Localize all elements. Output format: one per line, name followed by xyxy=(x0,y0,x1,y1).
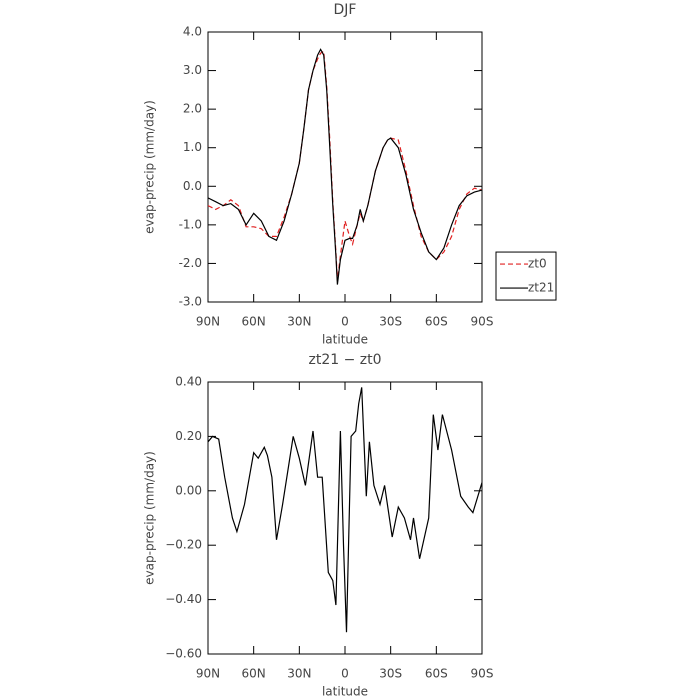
y-tick-label: -3.0 xyxy=(179,295,202,309)
y-tick-label: 0.0 xyxy=(183,179,202,193)
x-tick-label: 90S xyxy=(471,315,494,329)
x-tick-label: 60S xyxy=(425,667,448,681)
y-tick-label: 0.00 xyxy=(175,483,202,497)
chart-title: zt21 − zt0 xyxy=(308,352,381,368)
x-tick-label: 60N xyxy=(242,315,266,329)
y-axis-label: evap-precip (mm/day) xyxy=(143,451,157,585)
x-axis-label: latitude xyxy=(322,333,368,347)
legend-label: zt21 xyxy=(528,281,554,295)
data-line xyxy=(207,50,483,281)
legend-label: zt0 xyxy=(528,257,547,271)
x-tick-label: 0 xyxy=(341,667,349,681)
y-tick-label: -1.0 xyxy=(179,217,202,231)
legend-box xyxy=(495,251,557,301)
y-tick-label: −0.20 xyxy=(165,538,202,552)
y-tick-label: −0.60 xyxy=(165,647,202,661)
y-tick-label: 4.0 xyxy=(183,25,202,39)
x-tick-label: 0 xyxy=(341,315,349,329)
x-tick-label: 90N xyxy=(196,315,220,329)
data-line xyxy=(207,387,483,633)
y-tick-label: 0.20 xyxy=(175,429,202,443)
y-tick-label: 3.0 xyxy=(183,63,202,77)
plot-frame xyxy=(207,31,483,303)
y-tick-label: -2.0 xyxy=(179,256,202,270)
x-tick-label: 60S xyxy=(425,315,448,329)
x-tick-label: 90S xyxy=(471,667,494,681)
x-tick-label: 30N xyxy=(287,315,311,329)
y-tick-label: 2.0 xyxy=(183,102,202,116)
chart-title: DJF xyxy=(334,2,357,18)
x-tick-label: 30S xyxy=(379,667,402,681)
y-axis-label: evap-precip (mm/day) xyxy=(143,100,157,234)
y-tick-label: 1.0 xyxy=(183,140,202,154)
x-tick-label: 90N xyxy=(196,667,220,681)
data-line xyxy=(207,48,483,285)
y-tick-label: −0.40 xyxy=(165,592,202,606)
x-axis-label: latitude xyxy=(322,685,368,699)
x-tick-label: 30S xyxy=(379,315,402,329)
x-tick-label: 30N xyxy=(287,667,311,681)
y-tick-label: 0.40 xyxy=(175,375,202,389)
x-tick-label: 60N xyxy=(242,667,266,681)
